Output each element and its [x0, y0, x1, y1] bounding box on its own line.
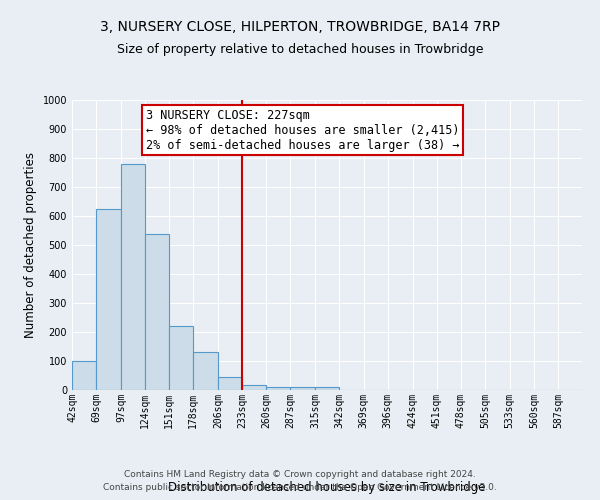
Bar	[193, 352, 218, 390]
Text: Contains HM Land Registry data © Crown copyright and database right 2024.: Contains HM Land Registry data © Crown c…	[124, 470, 476, 479]
Text: 3 NURSERY CLOSE: 227sqm
← 98% of detached houses are smaller (2,415)
2% of semi-: 3 NURSERY CLOSE: 227sqm ← 98% of detache…	[146, 108, 460, 152]
Bar	[96, 209, 121, 390]
X-axis label: Distribution of detached houses by size in Trowbridge: Distribution of detached houses by size …	[168, 481, 486, 494]
Y-axis label: Number of detached properties: Number of detached properties	[24, 152, 37, 338]
Bar	[145, 234, 169, 390]
Bar	[242, 385, 266, 390]
Text: 3, NURSERY CLOSE, HILPERTON, TROWBRIDGE, BA14 7RP: 3, NURSERY CLOSE, HILPERTON, TROWBRIDGE,…	[100, 20, 500, 34]
Text: Size of property relative to detached houses in Trowbridge: Size of property relative to detached ho…	[117, 42, 483, 56]
Bar	[290, 387, 316, 390]
Bar	[218, 377, 242, 390]
Bar	[316, 387, 340, 390]
Bar	[72, 361, 96, 390]
Bar	[266, 386, 290, 390]
Text: Contains public sector information licensed under the Open Government Licence v3: Contains public sector information licen…	[103, 484, 497, 492]
Bar	[121, 164, 145, 390]
Bar	[169, 326, 193, 390]
